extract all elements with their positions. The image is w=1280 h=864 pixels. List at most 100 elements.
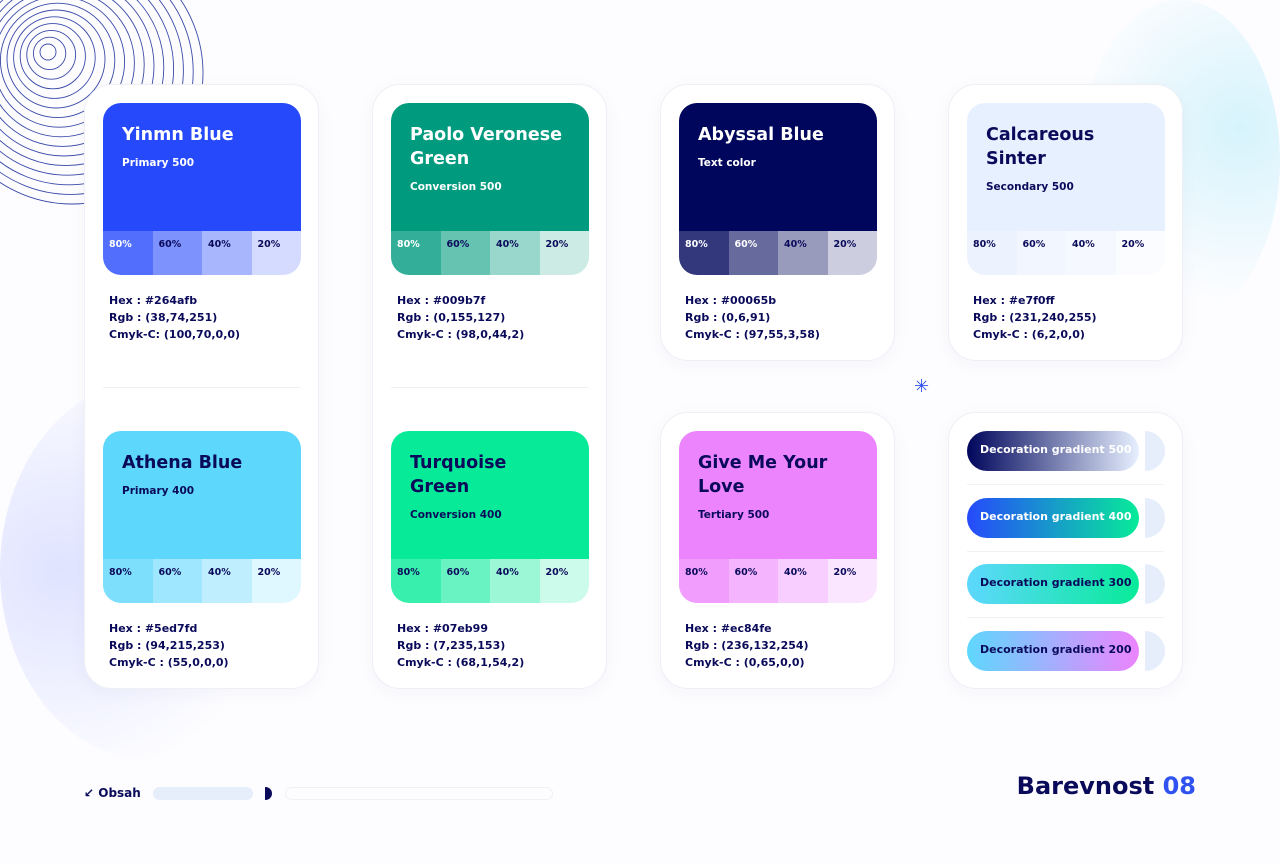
color-swatch: Turquoise Green Conversion 400 80% 60% 40% 20… (391, 431, 589, 603)
decoration-ring (0, 0, 175, 176)
color-values: Hex : #ec84fe Rgb : (236,132,254) Cmyk-C :… (685, 620, 809, 671)
decoration-ring (0, 0, 165, 167)
tint-3: 20% (827, 559, 877, 603)
tint-row: 80% 60% 40% 20% (103, 231, 301, 275)
tint-1: 60% (1016, 231, 1066, 275)
hex-value: Hex : #009b7f (397, 294, 486, 307)
divider (967, 617, 1164, 618)
gradient-pill: Decoration gradient 300 (967, 564, 1139, 604)
tint-1: 60% (152, 231, 202, 275)
tint-3: 20% (539, 231, 589, 275)
divider (391, 387, 588, 388)
decoration-ring (0, 0, 184, 186)
color-role: Primary 400 (122, 485, 195, 497)
tint-row: 80% 60% 40% 20% (391, 559, 589, 603)
cmyk-value: Cmyk-C : (68,1,54,2) (397, 656, 525, 669)
color-card: Calcareous Sinter Secondary 500 80% 60% 40% 2… (948, 84, 1183, 361)
contents-link[interactable]: ↙ Obsah (84, 786, 141, 800)
color-name: Give Me Your Love (698, 453, 828, 497)
decoration-ring (26, 29, 77, 80)
tint-1: 60% (728, 559, 778, 603)
rgb-value: Rgb : (0,6,91) (685, 311, 771, 324)
color-swatch: Abyssal Blue Text color 80% 60% 40% 20% (679, 103, 877, 275)
tint-0: 80% (103, 231, 153, 275)
tint-3: 20% (539, 559, 589, 603)
color-block: Athena Blue Primary 400 (103, 431, 301, 559)
color-card: Give Me Your Love Tertiary 500 80% 60% 40% 20… (660, 412, 895, 689)
decoration-ring (0, 0, 204, 205)
page-title: Barevnost 08 (1016, 772, 1196, 800)
tint-2: 40% (778, 559, 828, 603)
tint-0: 80% (679, 231, 729, 275)
tint-row: 80% 60% 40% 20% (679, 231, 877, 275)
gradient-pill: Decoration gradient 400 (967, 497, 1139, 538)
color-block: Abyssal Blue Text color (679, 103, 877, 231)
tint-0: 80% (679, 559, 729, 603)
tint-0: 80% (967, 231, 1017, 275)
tint-1: 60% (728, 231, 778, 275)
color-values: Hex : #e7f0ff Rgb : (231,240,255) Cmyk-C :… (973, 292, 1097, 343)
tint-2: 40% (490, 231, 540, 275)
progress-track (285, 787, 553, 800)
decoration-ring (0, 0, 155, 157)
rgb-value: Rgb : (7,235,153) (397, 639, 506, 652)
gradient-pill: Decoration gradient 500 (967, 431, 1139, 471)
color-role: Tertiary 500 (698, 509, 770, 521)
decoration-ring (0, 0, 145, 147)
color-name: Abyssal Blue (698, 125, 824, 145)
color-role: Text color (698, 157, 756, 169)
tint-2: 40% (202, 559, 252, 603)
cmyk-value: Cmyk-C : (98,0,44,2) (397, 328, 525, 341)
color-block: Give Me Your Love Tertiary 500 (679, 431, 877, 559)
hex-value: Hex : #ec84fe (685, 622, 772, 635)
rgb-value: Rgb : (231,240,255) (973, 311, 1097, 324)
color-swatch: Paolo Veronese Green Conversion 500 80% 60%… (391, 103, 589, 275)
color-role: Secondary 500 (986, 181, 1074, 193)
decoration-ring (0, 0, 126, 128)
progress-track-filled (153, 787, 253, 800)
color-values: Hex : #5ed7fd Rgb : (94,215,253) Cmyk-C : … (109, 620, 229, 671)
gradient-card: Decoration gradient 500 Decoration gradie… (948, 412, 1183, 689)
color-values: Hex : #264afb Rgb : (38,74,251) Cmyk-C: (1… (109, 292, 240, 343)
color-role: Primary 500 (122, 157, 195, 169)
hex-value: Hex : #5ed7fd (109, 622, 198, 635)
tint-0: 80% (103, 559, 153, 603)
concentric-circles-decoration (0, 0, 204, 205)
color-swatch: Yinmn Blue Primary 500 80% 60% 40% 20% (103, 103, 301, 275)
color-values: Hex : #009b7f Rgb : (0,155,127) Cmyk-C : (… (397, 292, 524, 343)
gradient-half-dot (1145, 497, 1165, 538)
color-name: Yinmn Blue (122, 125, 234, 145)
cmyk-value: Cmyk-C : (55,0,0,0) (109, 656, 229, 669)
hex-value: Hex : #e7f0ff (973, 294, 1055, 307)
tint-0: 80% (391, 559, 441, 603)
tint-row: 80% 60% 40% 20% (391, 231, 589, 275)
progress-marker (265, 787, 272, 800)
decoration-ring (19, 23, 86, 90)
tint-row: 80% 60% 40% 20% (967, 231, 1165, 275)
cmyk-value: Cmyk-C : (97,55,3,58) (685, 328, 820, 341)
decoration-ring (0, 2, 116, 119)
rgb-value: Rgb : (38,74,251) (109, 311, 218, 324)
color-card: Abyssal Blue Text color 80% 60% 40% 20% Hex : … (660, 84, 895, 361)
color-name: Paolo Veronese Green (410, 125, 563, 169)
arrow-down-left-icon: ↙ (84, 786, 95, 800)
color-swatch: Calcareous Sinter Secondary 500 80% 60% 40% 2… (967, 103, 1165, 275)
gradient-pill: Decoration gradient 200 (967, 630, 1139, 671)
color-block: Yinmn Blue Primary 500 (103, 103, 301, 231)
rgb-value: Rgb : (236,132,254) (685, 639, 809, 652)
hex-value: Hex : #07eb99 (397, 622, 488, 635)
color-name: Athena Blue (122, 453, 243, 473)
decoration-ring (0, 0, 194, 195)
tint-3: 20% (251, 231, 301, 275)
tint-0: 80% (391, 231, 441, 275)
color-card: Paolo Veronese Green Conversion 500 80% 60%… (372, 84, 607, 689)
gradient-half-dot (1145, 431, 1165, 471)
decoration-ring (39, 43, 57, 61)
cmyk-value: Cmyk-C: (100,70,0,0) (109, 328, 241, 341)
decoration-ring (13, 16, 96, 99)
tint-3: 20% (827, 231, 877, 275)
sparkle-icon: ✳ (914, 376, 930, 397)
decoration-ring (0, 0, 135, 138)
color-name: Calcareous Sinter (986, 125, 1095, 169)
decoration-ring (6, 9, 106, 109)
